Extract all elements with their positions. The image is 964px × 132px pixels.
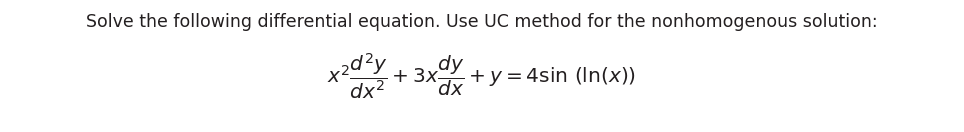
Text: $x^2\dfrac{d^2y}{dx^2} + 3x\dfrac{dy}{dx} + y = 4\sin\,(\ln(x))$: $x^2\dfrac{d^2y}{dx^2} + 3x\dfrac{dy}{dx… [328,52,636,101]
Text: Solve the following differential equation. Use UC method for the nonhomogenous s: Solve the following differential equatio… [86,13,878,31]
